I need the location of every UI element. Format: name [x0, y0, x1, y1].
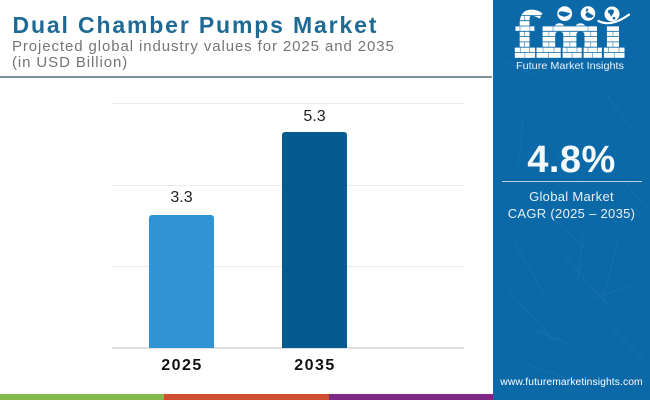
svg-text:Future Market Insights: Future Market Insights: [516, 60, 624, 72]
